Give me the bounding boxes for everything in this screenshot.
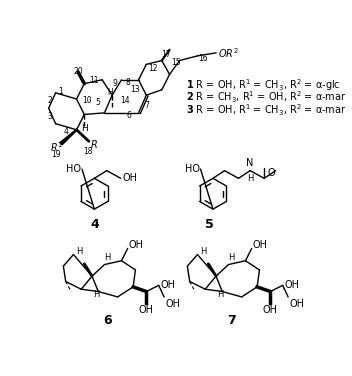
Text: 8: 8: [125, 77, 130, 86]
Text: 1: 1: [59, 87, 63, 96]
Text: OH: OH: [139, 305, 154, 315]
Text: H: H: [218, 290, 224, 299]
Text: 7: 7: [227, 314, 236, 327]
Text: 20: 20: [73, 67, 83, 76]
Text: H: H: [228, 253, 235, 262]
Text: HO: HO: [66, 164, 81, 174]
Text: $OR^2$: $OR^2$: [218, 46, 238, 60]
Text: 14: 14: [121, 96, 130, 105]
Text: 16: 16: [198, 55, 208, 64]
Text: OH: OH: [263, 305, 278, 315]
Text: 17: 17: [162, 50, 171, 59]
Text: 19: 19: [52, 150, 61, 159]
Text: H: H: [81, 124, 88, 133]
Text: OH: OH: [166, 299, 181, 309]
Text: H: H: [104, 253, 111, 262]
Text: 4: 4: [90, 218, 99, 231]
Text: 9: 9: [113, 79, 118, 88]
Text: $R^1$: $R^1$: [50, 141, 63, 155]
Text: 18: 18: [83, 147, 93, 156]
Text: 11: 11: [90, 76, 99, 85]
Text: H: H: [76, 247, 83, 256]
Polygon shape: [60, 129, 77, 145]
Text: 3: 3: [48, 112, 53, 121]
Text: OH: OH: [160, 280, 175, 290]
Text: H: H: [107, 88, 113, 97]
Text: 7: 7: [144, 101, 149, 110]
Text: 6: 6: [103, 314, 112, 327]
Text: 5: 5: [205, 218, 213, 231]
Text: 6: 6: [127, 111, 132, 120]
Text: OH: OH: [284, 280, 299, 290]
Text: N: N: [246, 158, 254, 168]
Text: O: O: [267, 168, 275, 178]
Text: HO: HO: [185, 164, 200, 174]
Text: OH: OH: [252, 240, 268, 250]
Text: H: H: [201, 247, 207, 256]
Text: $R$: $R$: [90, 138, 98, 150]
Text: 2: 2: [48, 96, 52, 105]
Text: $\mathbf{2}$ R = CH$_3$, R$^1$ = OH, R$^2$ = α-mar: $\mathbf{2}$ R = CH$_3$, R$^1$ = OH, R$^…: [186, 90, 346, 105]
Text: 15: 15: [171, 58, 181, 67]
Text: 5: 5: [96, 99, 101, 108]
Text: $\mathbf{1}$ R = OH, R$^1$ = CH$_3$, R$^2$ = α-glc: $\mathbf{1}$ R = OH, R$^1$ = CH$_3$, R$^…: [186, 77, 340, 93]
Text: 13: 13: [131, 85, 140, 94]
Text: 4: 4: [63, 127, 68, 136]
Text: H: H: [247, 174, 253, 183]
Text: $\mathbf{3}$ R = OH, R$^1$ = CH$_3$, R$^2$ = α-mar: $\mathbf{3}$ R = OH, R$^1$ = CH$_3$, R$^…: [186, 102, 346, 118]
Text: 12: 12: [148, 64, 157, 73]
Text: OH: OH: [122, 173, 137, 183]
Text: OH: OH: [128, 240, 144, 250]
Text: OH: OH: [290, 299, 305, 309]
Text: H: H: [94, 290, 100, 299]
Text: 10: 10: [82, 96, 92, 105]
